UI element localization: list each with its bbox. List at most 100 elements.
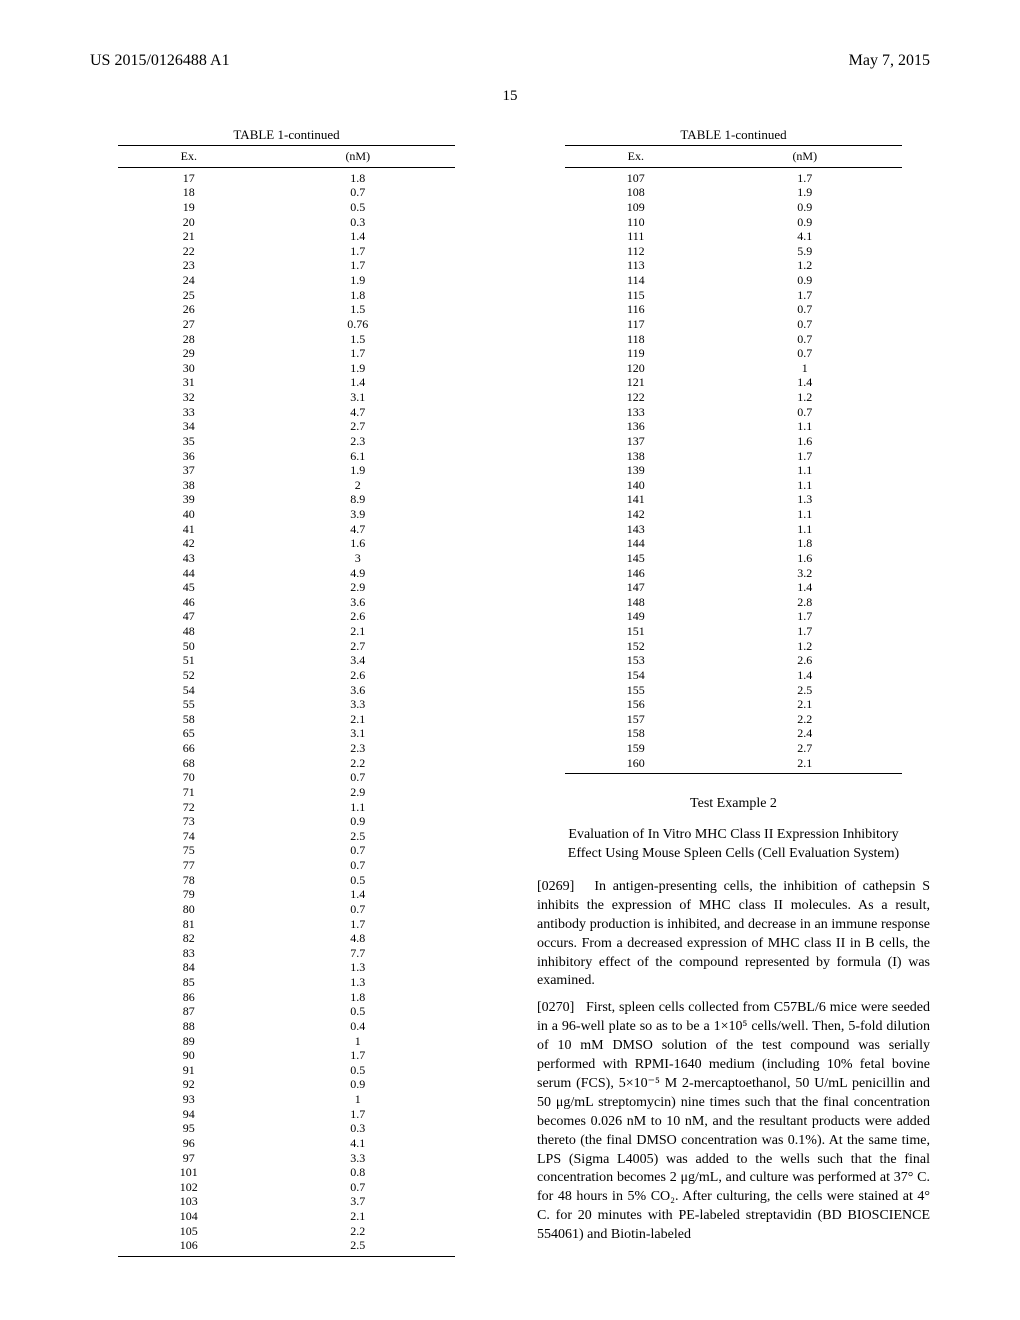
cell-ex: 84 — [118, 960, 261, 975]
cell-ex: 119 — [565, 346, 708, 361]
cell-nm: 1.4 — [260, 229, 455, 244]
table-row: 1592.7 — [565, 741, 903, 756]
cell-ex: 147 — [565, 580, 708, 595]
cell-nm: 0.9 — [707, 273, 902, 288]
cell-ex: 137 — [565, 434, 708, 449]
cell-nm: 1.4 — [707, 580, 902, 595]
cell-nm: 1.4 — [260, 375, 455, 390]
cell-ex: 52 — [118, 668, 261, 683]
cell-nm: 2.2 — [707, 712, 902, 727]
table-row: 482.1 — [118, 624, 456, 639]
table-row: 403.9 — [118, 507, 456, 522]
table-row: 1010.8 — [118, 1165, 456, 1180]
cell-nm: 2.2 — [260, 1224, 455, 1239]
cell-nm: 2.7 — [260, 419, 455, 434]
cell-nm: 1.1 — [707, 507, 902, 522]
table-row: 1033.7 — [118, 1194, 456, 1209]
table-row: 1081.9 — [565, 185, 903, 200]
table-row: 841.3 — [118, 960, 456, 975]
table-row: 211.4 — [118, 229, 456, 244]
table-row: 800.7 — [118, 902, 456, 917]
cell-ex: 34 — [118, 419, 261, 434]
cell-ex: 40 — [118, 507, 261, 522]
cell-nm: 1.9 — [260, 273, 455, 288]
cell-ex: 144 — [565, 536, 708, 551]
cell-nm: 0.7 — [260, 902, 455, 917]
cell-nm: 2.1 — [260, 1209, 455, 1224]
cell-ex: 97 — [118, 1151, 261, 1166]
table-row: 750.7 — [118, 843, 456, 858]
cell-ex: 65 — [118, 726, 261, 741]
cell-ex: 146 — [565, 566, 708, 581]
col-header-nm: (nM) — [260, 146, 455, 168]
cell-nm: 0.7 — [707, 332, 902, 347]
table-row: 1572.2 — [565, 712, 903, 727]
table-left: Ex. (nM) 171.8180.7190.5200.3211.4221.72… — [118, 145, 456, 1257]
cell-nm: 0.9 — [707, 215, 902, 230]
cell-nm: 1.4 — [707, 668, 902, 683]
table-row: 342.7 — [118, 419, 456, 434]
cell-nm: 2.1 — [260, 712, 455, 727]
cell-nm: 1.7 — [707, 288, 902, 303]
cell-ex: 82 — [118, 931, 261, 946]
cell-ex: 109 — [565, 200, 708, 215]
cell-ex: 155 — [565, 683, 708, 698]
cell-ex: 46 — [118, 595, 261, 610]
table-row: 502.7 — [118, 639, 456, 654]
cell-ex: 107 — [565, 167, 708, 185]
table-row: 964.1 — [118, 1136, 456, 1151]
cell-ex: 77 — [118, 858, 261, 873]
table-row: 891 — [118, 1034, 456, 1049]
table-row: 301.9 — [118, 361, 456, 376]
cell-nm: 0.5 — [260, 200, 455, 215]
table-row: 1180.7 — [565, 332, 903, 347]
test-example-title: Test Example 2 — [537, 796, 930, 812]
table-row: 513.4 — [118, 653, 456, 668]
cell-nm: 1.7 — [260, 917, 455, 932]
cell-nm: 0.3 — [260, 1121, 455, 1136]
cell-nm: 3.7 — [260, 1194, 455, 1209]
table-row: 1100.9 — [565, 215, 903, 230]
table-row: 1371.6 — [565, 434, 903, 449]
cell-nm: 2.9 — [260, 580, 455, 595]
table-row: 950.3 — [118, 1121, 456, 1136]
table-row: 1201 — [565, 361, 903, 376]
para-text: First, spleen cells collected from C57BL… — [537, 1000, 930, 1242]
cell-nm: 1.7 — [260, 346, 455, 361]
table-row: 880.4 — [118, 1019, 456, 1034]
table-row: 742.5 — [118, 829, 456, 844]
cell-nm: 2.3 — [260, 741, 455, 756]
cell-ex: 33 — [118, 405, 261, 420]
table-row: 553.3 — [118, 697, 456, 712]
table-row: 851.3 — [118, 975, 456, 990]
cell-nm: 1.2 — [707, 258, 902, 273]
table-row: 941.7 — [118, 1107, 456, 1122]
table-row: 712.9 — [118, 785, 456, 800]
table-row: 200.3 — [118, 215, 456, 230]
table-row: 398.9 — [118, 492, 456, 507]
cell-nm: 3.3 — [260, 697, 455, 712]
cell-nm: 0.8 — [260, 1165, 455, 1180]
cell-ex: 36 — [118, 449, 261, 464]
cell-nm: 7.7 — [260, 946, 455, 961]
cell-nm: 1.5 — [260, 332, 455, 347]
cell-ex: 54 — [118, 683, 261, 698]
cell-nm: 2.2 — [260, 756, 455, 771]
cell-ex: 149 — [565, 609, 708, 624]
table-row: 190.5 — [118, 200, 456, 215]
cell-nm: 3.1 — [260, 726, 455, 741]
table-caption-left: TABLE 1-continued — [90, 127, 483, 143]
table-row: 791.4 — [118, 887, 456, 902]
cell-ex: 26 — [118, 302, 261, 317]
cell-ex: 92 — [118, 1077, 261, 1092]
cell-ex: 43 — [118, 551, 261, 566]
cell-nm: 1.8 — [260, 167, 455, 185]
cell-ex: 108 — [565, 185, 708, 200]
table-row: 1381.7 — [565, 449, 903, 464]
cell-ex: 74 — [118, 829, 261, 844]
cell-nm: 1.2 — [707, 390, 902, 405]
cell-nm: 0.7 — [260, 185, 455, 200]
cell-ex: 17 — [118, 167, 261, 185]
cell-ex: 153 — [565, 653, 708, 668]
cell-nm: 1 — [260, 1092, 455, 1107]
